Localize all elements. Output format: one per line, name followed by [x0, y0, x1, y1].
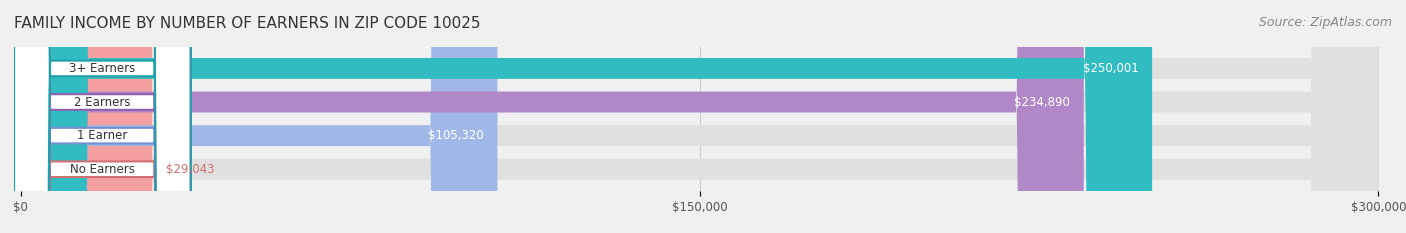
- Text: 2 Earners: 2 Earners: [75, 96, 131, 109]
- Text: $105,320: $105,320: [427, 129, 484, 142]
- FancyBboxPatch shape: [21, 0, 1378, 233]
- FancyBboxPatch shape: [21, 0, 498, 233]
- FancyBboxPatch shape: [21, 0, 1378, 233]
- FancyBboxPatch shape: [21, 0, 1084, 233]
- Text: $29,043: $29,043: [166, 163, 214, 176]
- Text: 3+ Earners: 3+ Earners: [69, 62, 135, 75]
- FancyBboxPatch shape: [21, 0, 152, 233]
- FancyBboxPatch shape: [21, 0, 1378, 233]
- Text: No Earners: No Earners: [70, 163, 135, 176]
- FancyBboxPatch shape: [14, 0, 191, 233]
- FancyBboxPatch shape: [14, 0, 191, 233]
- Text: $234,890: $234,890: [1014, 96, 1070, 109]
- FancyBboxPatch shape: [14, 0, 191, 233]
- FancyBboxPatch shape: [14, 0, 191, 233]
- FancyBboxPatch shape: [21, 0, 1378, 233]
- Text: 1 Earner: 1 Earner: [77, 129, 128, 142]
- Text: Source: ZipAtlas.com: Source: ZipAtlas.com: [1258, 16, 1392, 29]
- FancyBboxPatch shape: [21, 0, 1152, 233]
- Text: FAMILY INCOME BY NUMBER OF EARNERS IN ZIP CODE 10025: FAMILY INCOME BY NUMBER OF EARNERS IN ZI…: [14, 16, 481, 31]
- Text: $250,001: $250,001: [1083, 62, 1139, 75]
